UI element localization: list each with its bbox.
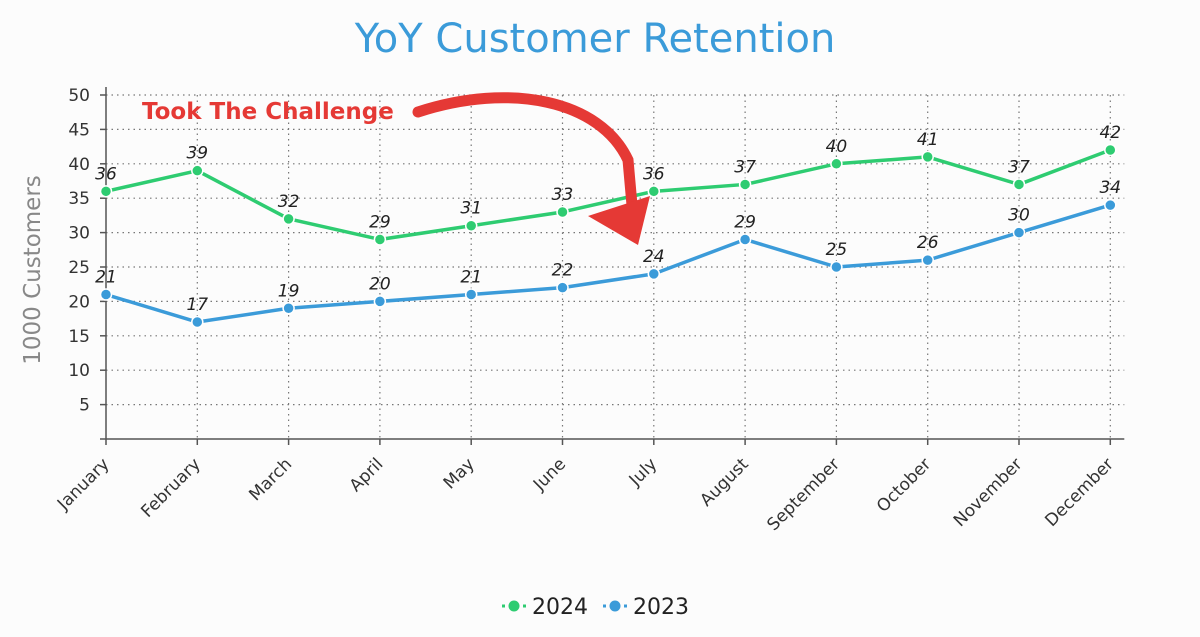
legend-swatch-marker — [508, 600, 520, 612]
annotation-text: Took The Challenge — [142, 99, 394, 125]
data-point — [647, 185, 661, 198]
data-point — [282, 212, 295, 226]
annotation-arrowhead — [588, 196, 650, 245]
x-tick-label: July — [625, 454, 661, 490]
data-point — [464, 288, 478, 301]
data-label: 41 — [917, 130, 939, 150]
legend: 2024 2023 — [502, 595, 689, 620]
data-label: 21 — [460, 268, 482, 288]
series-line — [105, 148, 1111, 242]
x-ticks: January February March April May June July Augu… — [53, 439, 1118, 535]
data-label: 29 — [734, 212, 756, 232]
data-label: 39 — [186, 144, 208, 164]
y-tick-label: 30 — [68, 224, 90, 244]
annotation: Took The Challenge — [142, 92, 650, 245]
data-label: 25 — [826, 240, 848, 260]
x-tick-label: June — [529, 454, 570, 495]
x-tick-label: April — [346, 454, 388, 496]
data-point — [191, 315, 204, 329]
data-point — [556, 205, 569, 219]
x-tick-label: October — [873, 454, 935, 516]
data-point — [647, 267, 661, 281]
x-tick-label: August — [696, 454, 752, 510]
data-label: 20 — [369, 274, 391, 294]
y-tick-label: 35 — [68, 189, 90, 209]
series-line — [105, 203, 1111, 324]
data-label: 21 — [95, 268, 117, 288]
x-tick-label: May — [440, 454, 479, 493]
annotation-arrow — [412, 92, 638, 211]
data-label: 42 — [1099, 123, 1121, 143]
x-tick-label: November — [950, 454, 1027, 531]
data-label: 37 — [734, 157, 756, 177]
data-label: 40 — [826, 137, 848, 157]
y-tick-label: 45 — [68, 120, 90, 140]
data-label: 31 — [460, 199, 482, 219]
data-label: 29 — [369, 212, 391, 232]
y-tick-label: 5 — [79, 396, 90, 416]
data-label: 32 — [278, 192, 300, 212]
data-point — [373, 295, 387, 308]
series-2023: 21 17 19 20 21 22 24 29 25 26 30 34 — [95, 178, 1121, 329]
y-ticks: 5 10 15 20 25 30 35 40 45 50 — [68, 86, 106, 416]
data-label: 37 — [1008, 157, 1030, 177]
data-point — [1104, 198, 1117, 212]
data-label: 17 — [186, 295, 208, 315]
data-label: 36 — [643, 164, 665, 184]
grid — [106, 94, 1125, 439]
data-point — [556, 281, 569, 294]
data-point — [830, 157, 843, 171]
legend-item-2023: 2023 — [603, 595, 689, 620]
data-point — [1012, 178, 1026, 191]
legend-item-2024: 2024 — [502, 595, 588, 620]
data-label: 22 — [552, 261, 574, 281]
data-label: 30 — [1008, 206, 1030, 226]
data-label: 19 — [278, 281, 300, 301]
x-tick-label: September — [763, 454, 844, 535]
x-tick-label: December — [1041, 454, 1117, 530]
y-tick-label: 50 — [68, 86, 90, 106]
data-label: 36 — [95, 164, 117, 184]
data-label: 33 — [552, 185, 574, 205]
data-label: 26 — [917, 233, 939, 253]
data-point — [99, 288, 113, 301]
y-tick-label: 25 — [68, 258, 90, 278]
data-point — [738, 233, 752, 246]
data-label: 24 — [643, 247, 665, 267]
data-point — [373, 233, 387, 246]
legend-label: 2024 — [532, 595, 588, 620]
x-tick-label: January — [53, 454, 113, 514]
data-point — [921, 150, 934, 164]
data-point — [1104, 143, 1117, 157]
series-group: 36 39 32 29 31 33 36 37 40 41 37 42 21 17 19 20 21 22 24 29… — [95, 123, 1121, 329]
x-tick-label: March — [245, 454, 296, 505]
data-point — [282, 302, 295, 315]
x-tick-label: February — [137, 454, 204, 521]
chart-title: YoY Customer Retention — [354, 16, 836, 62]
legend-label: 2023 — [633, 595, 689, 620]
y-tick-label: 20 — [68, 292, 90, 312]
data-point — [921, 253, 934, 267]
data-point — [464, 219, 478, 232]
data-point — [99, 185, 113, 198]
series-2024: 36 39 32 29 31 33 36 37 40 41 37 42 — [95, 123, 1121, 246]
axes — [100, 87, 1125, 440]
y-tick-label: 15 — [68, 327, 90, 347]
y-tick-label: 40 — [68, 155, 90, 175]
y-axis-label: 1000 Customers — [20, 175, 46, 365]
data-label: 34 — [1099, 178, 1121, 198]
data-point — [738, 178, 752, 191]
y-tick-label: 10 — [68, 361, 90, 381]
data-point — [830, 260, 843, 274]
legend-swatch-marker — [609, 600, 621, 612]
data-point — [191, 164, 204, 177]
data-point — [1012, 226, 1026, 239]
